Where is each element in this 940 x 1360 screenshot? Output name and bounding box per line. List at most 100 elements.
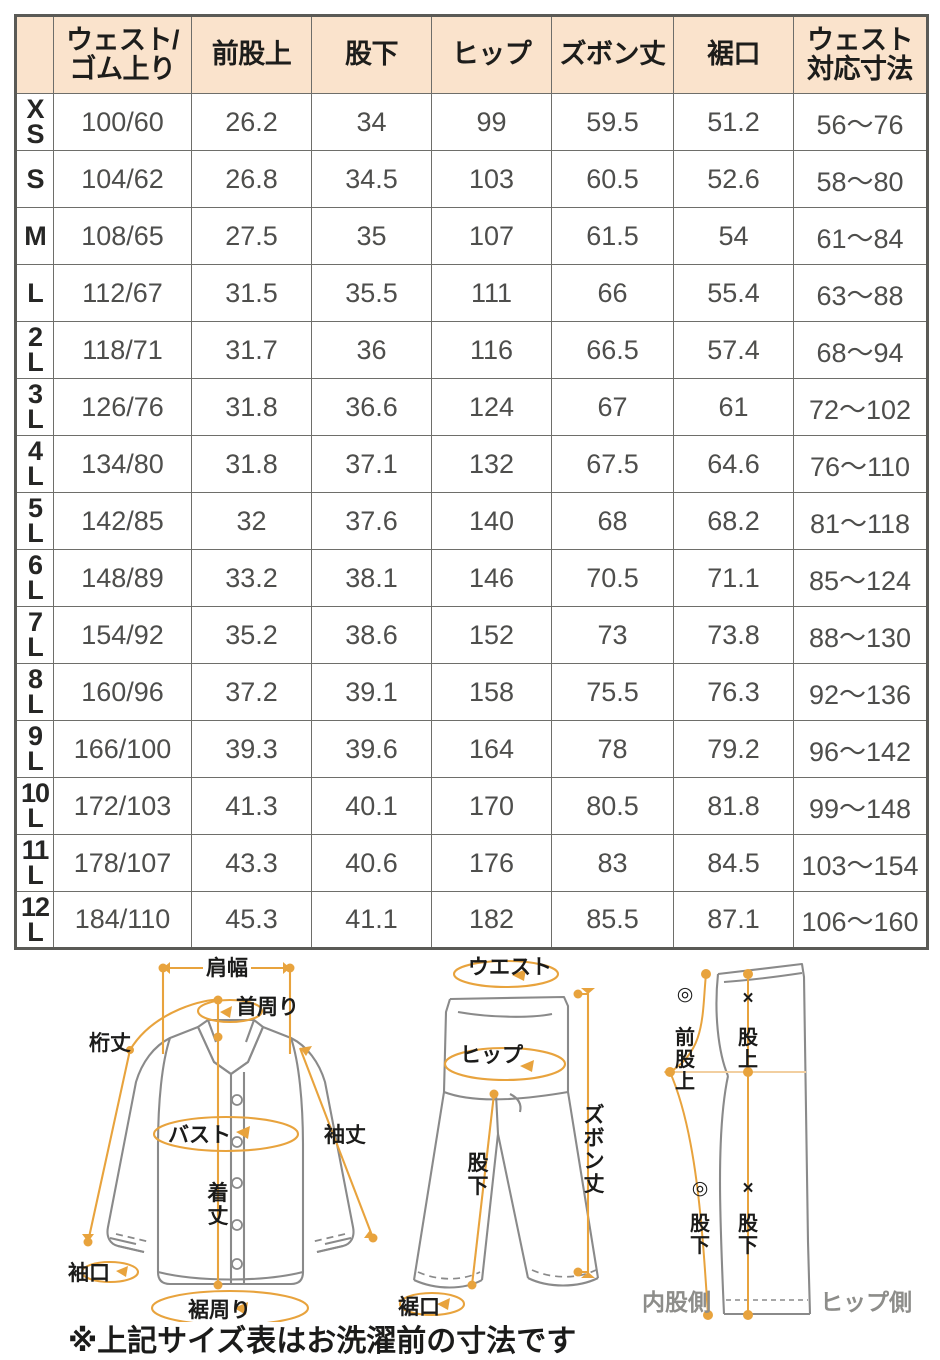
leg-svg: ◎ 前股上 × 股上 ◎ 股下 × 股下 内股側 ヒップ側: [642, 962, 912, 1320]
jacket-label-sleeve-length: 袖丈: [324, 1123, 366, 1147]
measure-dots: [83, 963, 378, 1290]
table-row: 5 L 142/85 32 37.6 140 68 68.2 81〜118: [15, 492, 928, 550]
measurement-cell: 73.8: [673, 606, 794, 664]
pants-outline: [412, 995, 600, 1289]
jacket-label-hem: 裾周り: [188, 1298, 251, 1322]
leg-marker-o-front-rise: ◎: [677, 984, 694, 1005]
measurement-cell: 87.1: [673, 891, 794, 949]
header-line: 股下: [345, 39, 399, 70]
measurement-cell: 26.8: [191, 150, 312, 208]
header-cell-waist-fit: ウェスト 対応寸法: [793, 15, 928, 94]
measurement-cell: 39.1: [311, 663, 432, 721]
measurement-cell: 111: [431, 264, 552, 322]
measure-arrows: [437, 969, 595, 1310]
jacket-label-cuff: 袖口: [68, 1261, 110, 1285]
jacket-label-sleeve-span: 桁丈: [89, 1032, 131, 1055]
measurement-cell: 134/80: [53, 435, 192, 493]
measurement-cell: 182: [431, 891, 552, 949]
pants-label-waist: ウエスト: [468, 956, 552, 979]
measurement-cell: 170: [431, 777, 552, 835]
measurement-cell: 27.5: [191, 207, 312, 265]
leg-label-rise: 股上: [738, 1026, 758, 1071]
header-cell-inseam: 股下: [311, 15, 432, 94]
measurement-cell: 39.6: [311, 720, 432, 778]
jacket-svg: 肩幅 首周り 桁丈 バスト 着丈 袖丈 袖口 裾周り: [68, 956, 378, 1322]
size-label-top: 12: [20, 891, 50, 922]
measure-lines: [86, 966, 374, 1285]
measurement-cell: 45.3: [191, 891, 312, 949]
pants-label-inseam: 股下: [468, 1152, 489, 1198]
measurement-cell: 38.6: [311, 606, 432, 664]
header-line: ヒップ: [451, 39, 532, 70]
header-line: ウェスト: [807, 24, 914, 55]
measurement-cell: 85〜124: [793, 549, 928, 607]
table-row: M 108/65 27.5 35 107 61.5 54 61〜84: [15, 207, 928, 265]
measurement-cell: 64.6: [673, 435, 794, 493]
measurement-cell: 68.2: [673, 492, 794, 550]
measurement-cell: 81.8: [673, 777, 794, 835]
measurement-cell: 184/110: [53, 891, 192, 949]
size-label-cell: 12 L: [15, 891, 54, 949]
table-row: 12 L 184/110 45.3 41.1 182 85.5 87.1 106〜160: [15, 891, 928, 949]
measurement-cell: 66.5: [551, 321, 674, 379]
measurement-cell: 75.5: [551, 663, 674, 721]
leg-outline: [715, 962, 812, 1316]
size-label-bottom: L: [27, 632, 44, 662]
header-line: 裾口: [707, 39, 761, 70]
measurement-cell: 41.1: [311, 891, 432, 949]
measurement-cell: 79.2: [673, 720, 794, 778]
measurement-cell: 83: [551, 834, 674, 892]
measurement-cell: 142/85: [53, 492, 192, 550]
measurement-cell: 85.5: [551, 891, 674, 949]
measurement-cell: 99〜148: [793, 777, 928, 835]
table-row: 9 L 166/100 39.3 39.6 164 78 79.2 96〜142: [15, 720, 928, 778]
measurement-cell: 116: [431, 321, 552, 379]
measurement-cell: 84.5: [673, 834, 794, 892]
measurement-cell: 57.4: [673, 321, 794, 379]
measure-lines: [664, 973, 806, 1316]
size-label-bottom: L: [27, 518, 44, 548]
measurement-cell: 146: [431, 549, 552, 607]
measure-ellipses: [398, 959, 567, 1317]
table-row: X S 100/60 26.2 34 99 59.5 51.2 56〜76: [15, 93, 928, 151]
measurement-cell: 148/89: [53, 549, 192, 607]
measure-lines: [470, 992, 590, 1286]
pants-svg: ウエスト ヒップ ズボン丈 股下 裾口: [398, 956, 605, 1319]
measurement-cell: 124: [431, 378, 552, 436]
jacket-label-neck: 首周り: [236, 995, 299, 1019]
table-row: 4 L 134/80 31.8 37.1 132 67.5 64.6 76〜110: [15, 435, 928, 493]
measurement-cell: 103: [431, 150, 552, 208]
table-row: L 112/67 31.5 35.5 111 66 55.4 63〜88: [15, 264, 928, 322]
measurement-cell: 32: [191, 492, 312, 550]
measurement-cell: 67.5: [551, 435, 674, 493]
leg-label-inner-side: 内股側: [642, 1289, 711, 1315]
header-cell-front-rise: 前股上: [191, 15, 312, 94]
measurement-cell: 37.1: [311, 435, 432, 493]
pants-label-hip: ヒップ: [460, 1044, 524, 1067]
measurement-cell: 106〜160: [793, 891, 928, 949]
measurement-cell: 164: [431, 720, 552, 778]
measure-arrows: [82, 962, 373, 1315]
measurement-cell: 26.2: [191, 93, 312, 151]
size-table: ウェスト/ ゴム上り 前股上 股下 ヒップ ズボン丈 裾口: [14, 14, 929, 950]
measure-dots: [665, 969, 753, 1320]
header-line: 前股上: [211, 39, 292, 70]
measurement-cell: 66: [551, 264, 674, 322]
size-label-top: S: [26, 163, 44, 194]
measurement-cell: 140: [431, 492, 552, 550]
size-label-top: 7: [27, 607, 43, 638]
table-header-row: ウェスト/ ゴム上り 前股上 股下 ヒップ ズボン丈 裾口: [15, 15, 928, 94]
measurement-cell: 31.7: [191, 321, 312, 379]
size-label-top: M: [24, 220, 47, 251]
measurement-cell: 70.5: [551, 549, 674, 607]
measurement-cell: 160/96: [53, 663, 192, 721]
measurement-cell: 43.3: [191, 834, 312, 892]
measurement-cell: 63〜88: [793, 264, 928, 322]
size-label-bottom: L: [27, 689, 44, 719]
measurement-cell: 112/67: [53, 264, 192, 322]
header-cell-hem-opening: 裾口: [673, 15, 794, 94]
measurement-cell: 61: [673, 378, 794, 436]
footnote: ※上記サイズ表はお洗濯前の寸法です: [68, 1325, 577, 1358]
